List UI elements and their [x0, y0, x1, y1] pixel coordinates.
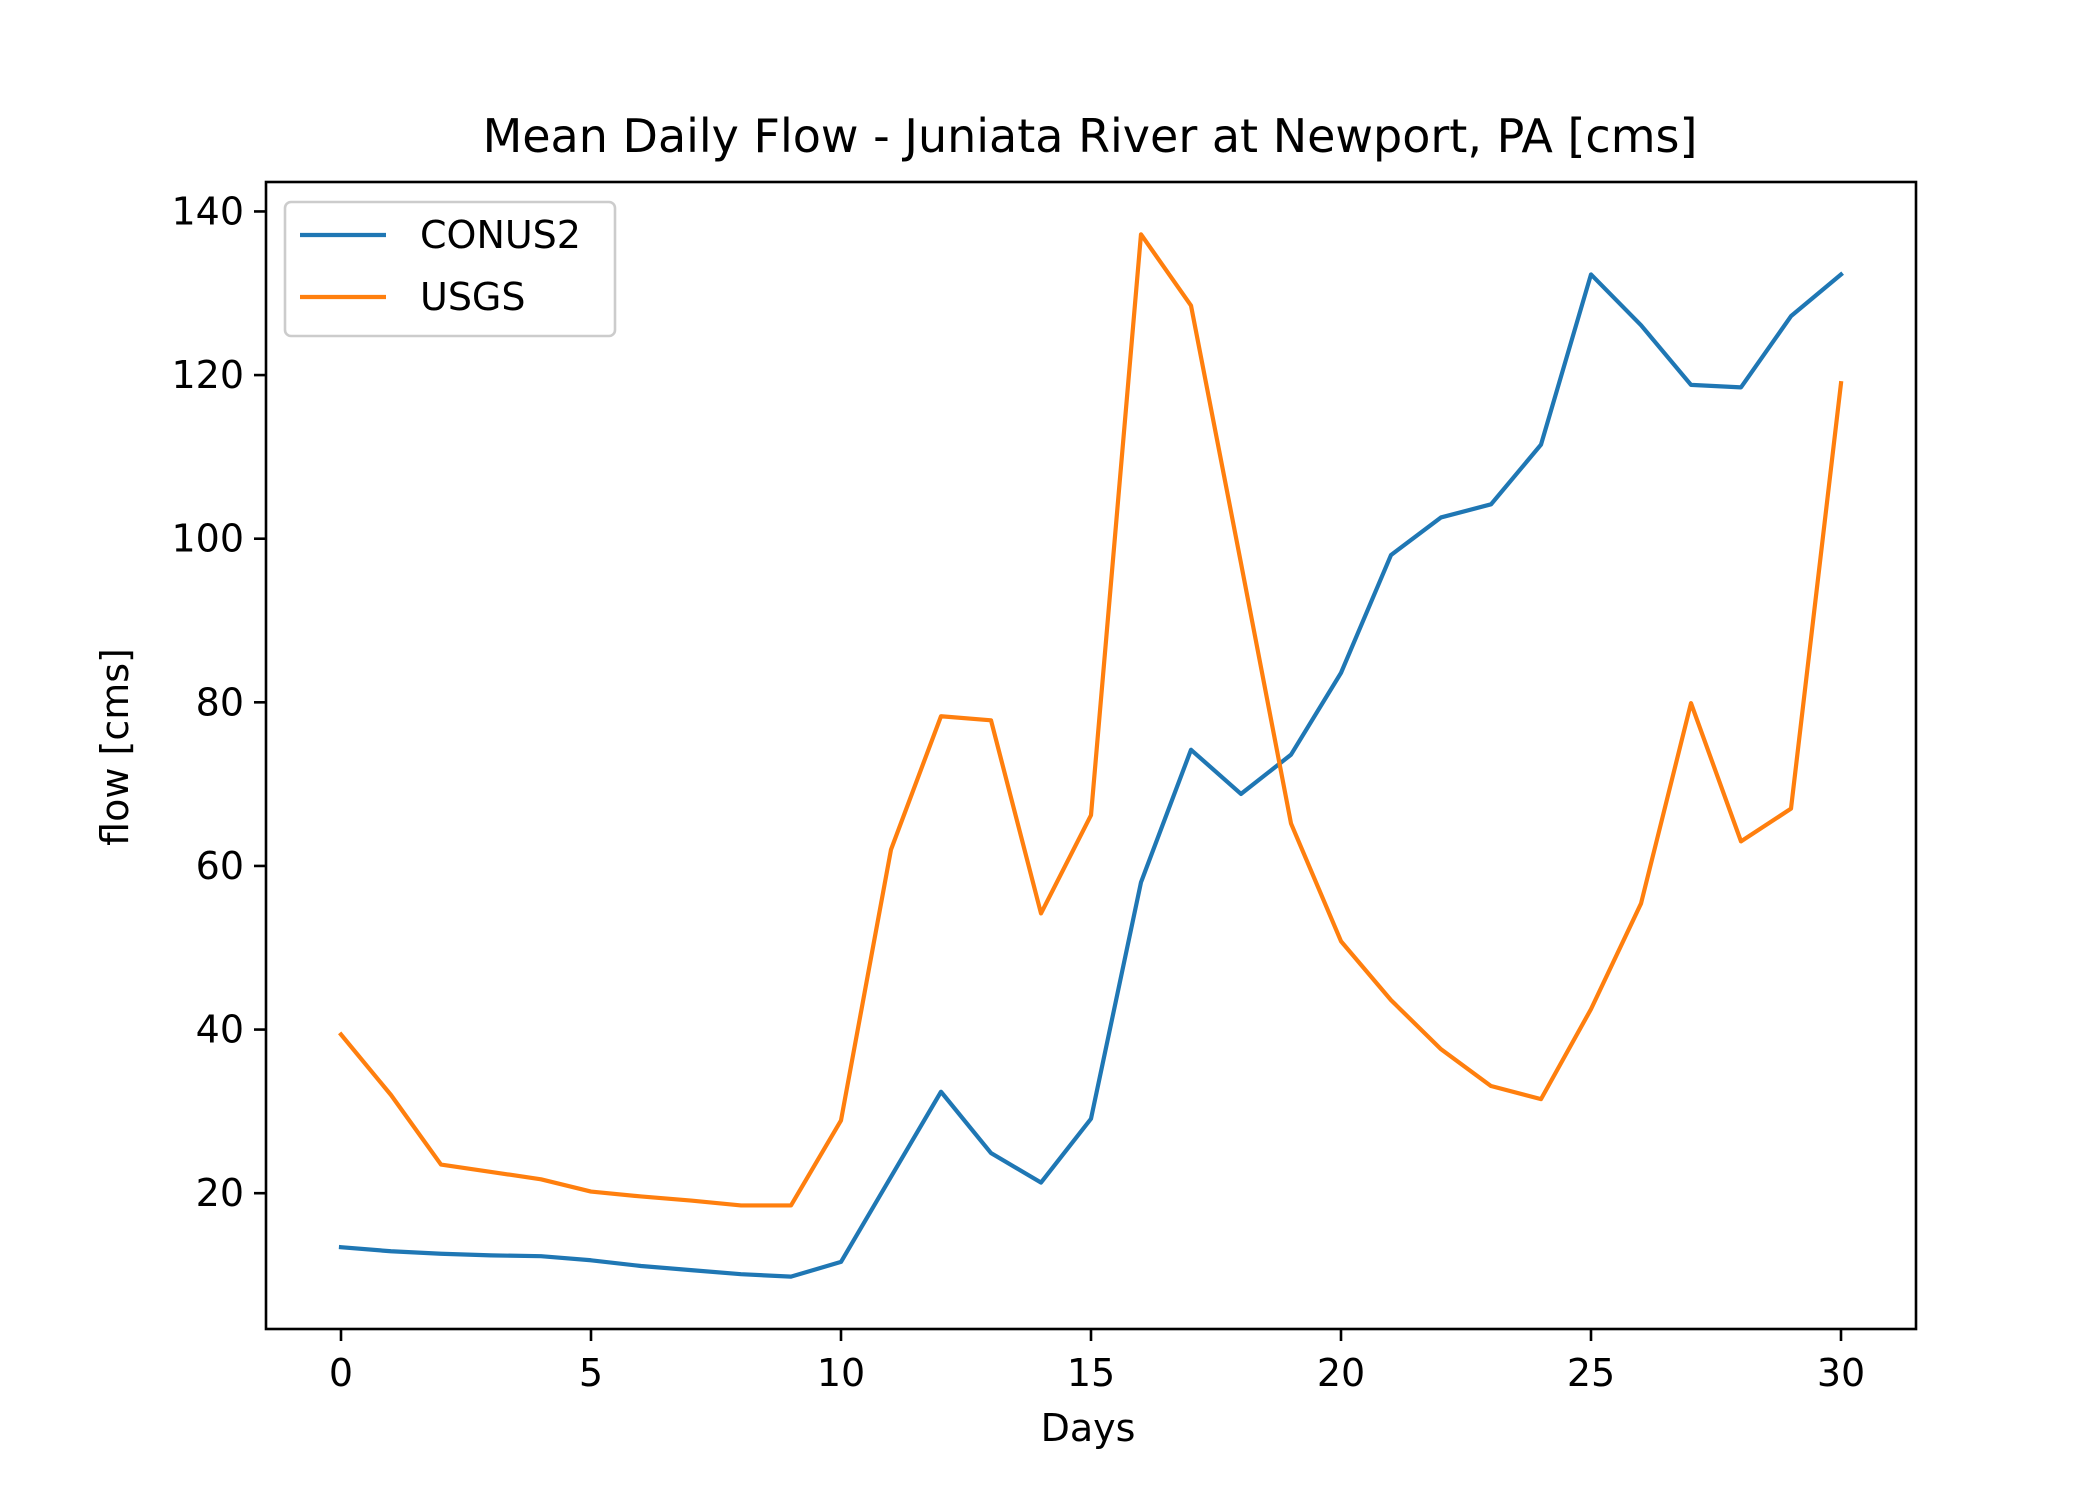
x-tick-label: 0 [329, 1351, 353, 1395]
x-tick-label: 5 [579, 1351, 603, 1395]
y-tick-label: 20 [196, 1171, 244, 1215]
x-axis-label: Days [1041, 1406, 1136, 1450]
y-tick-label: 120 [171, 353, 244, 397]
x-tick-label: 10 [817, 1351, 865, 1395]
x-tick-label: 25 [1567, 1351, 1615, 1395]
y-tick-label: 80 [196, 680, 244, 724]
series-line-usgs [338, 232, 1844, 1208]
legend: CONUS2 USGS [283, 200, 617, 338]
x-tick-label: 30 [1817, 1351, 1865, 1395]
series-line-conus2 [338, 271, 1844, 1279]
legend-label-conus2: CONUS2 [420, 213, 581, 257]
plot-area: 0 5 10 15 20 25 30 20 40 60 80 100 120 140 CONUS2 USGS [171, 180, 1918, 1395]
y-tick-label: 40 [196, 1008, 244, 1052]
y-tick-label: 60 [196, 844, 244, 888]
x-tick-label: 20 [1317, 1351, 1365, 1395]
y-tick-label: 100 [171, 517, 244, 561]
y-axis-label: flow [cms] [93, 648, 137, 846]
chart-title: Mean Daily Flow - Juniata River at Newpo… [483, 109, 1698, 163]
y-tick-label: 140 [171, 189, 244, 233]
x-tick-label: 15 [1067, 1351, 1115, 1395]
legend-label-usgs: USGS [420, 275, 526, 319]
